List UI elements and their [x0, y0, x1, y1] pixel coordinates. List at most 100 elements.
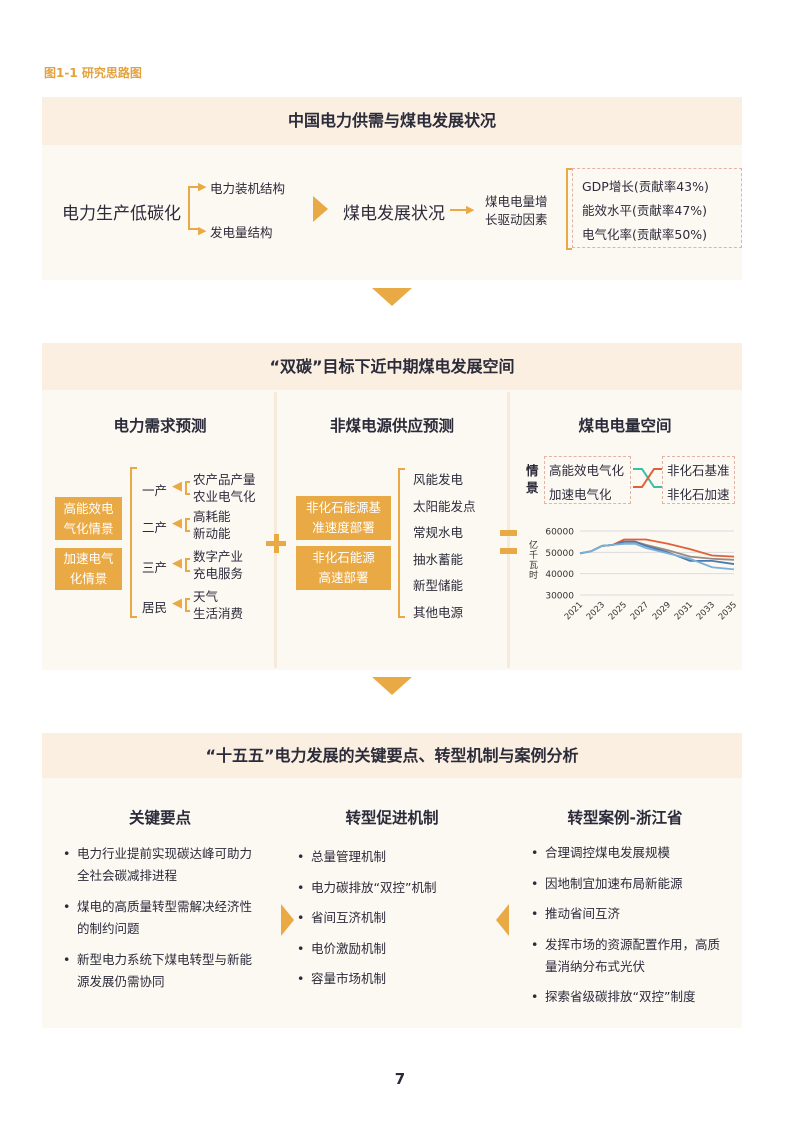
scenario-item: 非化石加速	[667, 487, 730, 502]
low-carbon-label: 电力生产低碳化	[62, 204, 181, 224]
section3-title: “十五五”电力发展的关键要点、转型机制与案例分析	[42, 733, 742, 778]
drivers-bracket	[566, 168, 572, 250]
space-title: 煤电电量空间	[578, 417, 672, 435]
sector-item: 充电服务	[193, 566, 244, 581]
y-tick-label: 30000	[545, 592, 574, 602]
x-tick-label: 2033	[695, 600, 717, 622]
sector-item: 天气	[193, 589, 219, 604]
source-item: 风能发电	[413, 472, 464, 487]
list-item: 推动省间互济	[545, 906, 621, 921]
sector-item: 生活消费	[193, 606, 244, 621]
sector-items: 数字产业 充电服务	[193, 548, 243, 582]
demand-title: 电力需求预测	[113, 417, 207, 435]
plus-icon	[273, 534, 279, 553]
y-tick-label: 60000	[545, 528, 574, 538]
figure-caption: 图1-1 研究思路图	[44, 66, 142, 80]
scenario-text: 气化情景	[63, 520, 114, 536]
x-tick-label: 2031	[673, 600, 695, 622]
driver-item: GDP增长(贡献率43%)	[582, 179, 709, 194]
source-item: 抽水蓄能	[413, 551, 464, 567]
key-points-list: • 电力行业提前实现碳达峰可助力全社会碳减排进程 • 煤电的高质量转型需解决经济性的…	[63, 846, 253, 989]
list-item: 电力行业提前实现碳达峰可助力全社会碳减排进程	[77, 846, 253, 883]
sector-label: 一产	[142, 483, 168, 498]
scenario-text: 化情景	[69, 571, 108, 586]
sector-item: 农产品产量	[193, 472, 256, 487]
section1-body	[42, 145, 742, 280]
arrow-down-icon	[372, 677, 412, 695]
x-tick-label: 2029	[651, 600, 673, 622]
sector-item: 新动能	[193, 526, 231, 541]
source-item: 新型储能	[413, 578, 464, 593]
scenario-high-efficiency: 高能效电 气化情景	[55, 497, 122, 540]
supply-scenario-baseline: 非化石能源基 准速度部署	[296, 496, 391, 540]
list-item: 因地制宜加速布局新能源	[545, 875, 683, 891]
y-axis-label: 亿千瓦时	[527, 540, 537, 580]
x-tick-label: 2025	[607, 600, 629, 622]
case-list: • 合理调控煤电发展规模 • 因地制宜加速布局新能源 • 推动省间互济 • 发挥市场的资…	[531, 845, 721, 1004]
scenario-item: 高能效电气化	[549, 463, 625, 478]
list-item: 合理调控煤电发展规模	[545, 845, 671, 860]
arrow-down-icon	[372, 288, 412, 306]
coal-status-label: 煤电发展状况	[343, 204, 445, 224]
scenario-label-char: 情	[526, 463, 539, 478]
driver-item: 能效水平(贡献率47%)	[582, 203, 708, 218]
mini-bracket	[185, 518, 190, 532]
drivers-title: 长驱动因素	[485, 212, 548, 227]
scenario-text: 非化石能源	[312, 550, 375, 565]
scenario-cross-lines	[633, 468, 662, 488]
list-item: 煤电的高质量转型需解决经济性的制约问题	[77, 899, 253, 936]
sector-item: 农业电气化	[193, 489, 256, 504]
y-tick-label: 40000	[545, 570, 574, 580]
list-item: 电价激励机制	[311, 940, 387, 956]
scenario-item: 加速电气化	[549, 487, 612, 502]
sector-items: 高耗能 新动能	[193, 508, 231, 542]
supply-scenario-accelerated: 非化石能源 高速部署	[296, 546, 391, 590]
equals-icon	[500, 548, 517, 554]
column-divider	[274, 392, 277, 668]
sector-item: 数字产业	[193, 549, 244, 564]
list-item: 探索省级碳排放“双控”制度	[545, 989, 696, 1004]
mechanism-title: 转型促进机制	[345, 809, 439, 827]
arrow-left-icon: ◀	[172, 596, 182, 611]
supply-scenario-box	[662, 456, 735, 504]
arrow-line	[450, 209, 468, 211]
sector-item: 高耗能	[193, 509, 231, 524]
scenario-label: 情景	[526, 462, 539, 496]
branch-item: 电力装机结构	[210, 181, 286, 196]
scenario-text: 准速度部署	[312, 520, 375, 535]
arrow-left-icon: ◀	[172, 556, 182, 571]
list-item: 容量市场机制	[311, 971, 387, 986]
source-item: 常规水电	[413, 525, 464, 540]
driver-item: 电气化率(贡献率50%)	[582, 227, 708, 242]
sources-list: 风能发电 太阳能发点 常规水电 抽水蓄能 新型储能 其他电源	[413, 467, 476, 626]
list-item: 新型电力系统下煤电转型与新能源发展仍需协同	[77, 952, 253, 989]
sector-label: 三产	[142, 560, 168, 575]
x-tick-label: 2021	[563, 600, 585, 622]
page-number: 7	[394, 1070, 406, 1088]
list-item: 电力碳排放“双控”机制	[311, 879, 437, 895]
sector-label: 居民	[142, 600, 168, 615]
sector-label: 二产	[142, 520, 168, 535]
scenario-accelerated: 加速电气 化情景	[55, 548, 122, 590]
source-item: 太阳能发点	[413, 498, 476, 514]
series-line	[579, 542, 735, 571]
case-title: 转型案例-浙江省	[567, 809, 683, 827]
mini-bracket	[185, 598, 190, 612]
supply-title: 非煤电源供应预测	[329, 417, 454, 435]
sector-items: 天气 生活消费	[193, 588, 243, 622]
section1-title: 中国电力供需与煤电发展状况	[42, 97, 742, 145]
sector-items: 农产品产量农业电气化	[193, 471, 256, 505]
demand-scenario-box	[544, 456, 631, 504]
arrow-left-icon: ◀	[172, 516, 182, 531]
drivers-title: 煤电电量增	[485, 194, 548, 209]
section3-body	[42, 778, 742, 1028]
scenario-label-char: 景	[526, 480, 539, 495]
branch-bracket	[188, 186, 198, 230]
scenario-text: 高速部署	[318, 570, 369, 585]
scenario-item: 非化石基准	[667, 463, 730, 478]
mini-bracket	[185, 481, 190, 495]
list-item: 总量管理机制	[311, 849, 387, 864]
arrow-left-icon: ◀	[172, 479, 182, 494]
chevron-right-icon	[313, 196, 328, 222]
